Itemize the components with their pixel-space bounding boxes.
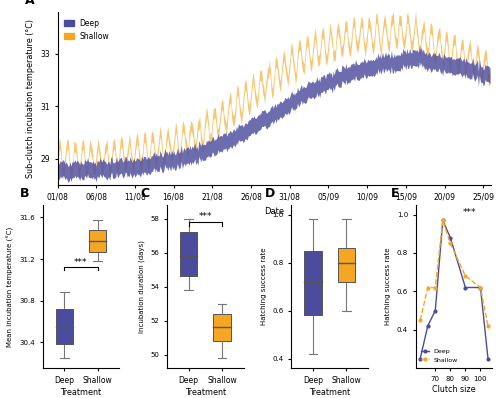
Y-axis label: Hatching success rate: Hatching success rate [386, 248, 392, 325]
Shallow [462, 273, 468, 278]
Legend: Deep, Shallow: Deep, Shallow [62, 16, 112, 44]
Deep [485, 356, 491, 361]
Y-axis label: Mean incubation temperature (°C): Mean incubation temperature (°C) [6, 226, 14, 347]
Shallow [432, 285, 438, 290]
X-axis label: Treatment: Treatment [309, 388, 350, 396]
Text: ***: *** [462, 208, 476, 217]
Deep [478, 285, 484, 290]
Legend: Deep, Shallow: Deep, Shallow [419, 346, 461, 365]
Shallow [485, 324, 491, 328]
Line: Deep: Deep [419, 219, 490, 360]
Deep [448, 235, 454, 240]
Bar [56, 309, 73, 344]
Bar [180, 232, 198, 276]
Text: ***: *** [74, 258, 88, 267]
Shallow [417, 318, 423, 322]
Text: D: D [264, 187, 274, 200]
Y-axis label: Incubation duration (days): Incubation duration (days) [138, 240, 145, 333]
Bar [304, 251, 322, 315]
Text: A: A [25, 0, 34, 7]
Bar [89, 230, 106, 252]
Shallow [425, 285, 431, 290]
X-axis label: Treatment: Treatment [184, 388, 226, 396]
Text: B: B [20, 187, 29, 200]
Deep [432, 308, 438, 313]
Text: ***: *** [198, 212, 212, 221]
Deep [425, 324, 431, 328]
Text: E: E [391, 187, 400, 200]
Y-axis label: Hatching success rate: Hatching success rate [261, 248, 267, 325]
Shallow [448, 241, 454, 246]
Line: Shallow: Shallow [419, 219, 490, 327]
Deep [440, 218, 446, 223]
X-axis label: Treatment: Treatment [60, 388, 102, 396]
Deep [462, 285, 468, 290]
Shallow [440, 218, 446, 223]
X-axis label: Date: Date [264, 207, 284, 216]
Bar [338, 248, 355, 282]
X-axis label: Clutch size: Clutch size [432, 384, 476, 394]
Deep [417, 356, 423, 361]
Text: C: C [140, 187, 149, 200]
Bar [214, 314, 230, 341]
Y-axis label: Sub-clutch incubation temperature (°C): Sub-clutch incubation temperature (°C) [26, 19, 35, 178]
Shallow [478, 285, 484, 290]
